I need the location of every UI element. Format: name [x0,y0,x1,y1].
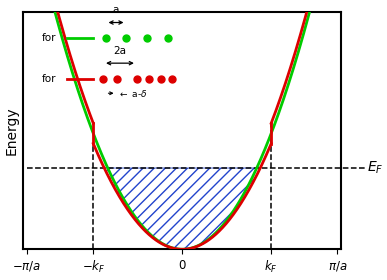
Text: 2a: 2a [113,46,127,56]
Text: $\leftarrow$ a-$\delta$: $\leftarrow$ a-$\delta$ [118,88,148,99]
Text: $E_F$: $E_F$ [367,160,384,176]
Text: for: for [41,33,56,43]
Y-axis label: Energy: Energy [5,106,19,155]
Text: a: a [113,5,119,15]
Text: for: for [41,74,56,84]
